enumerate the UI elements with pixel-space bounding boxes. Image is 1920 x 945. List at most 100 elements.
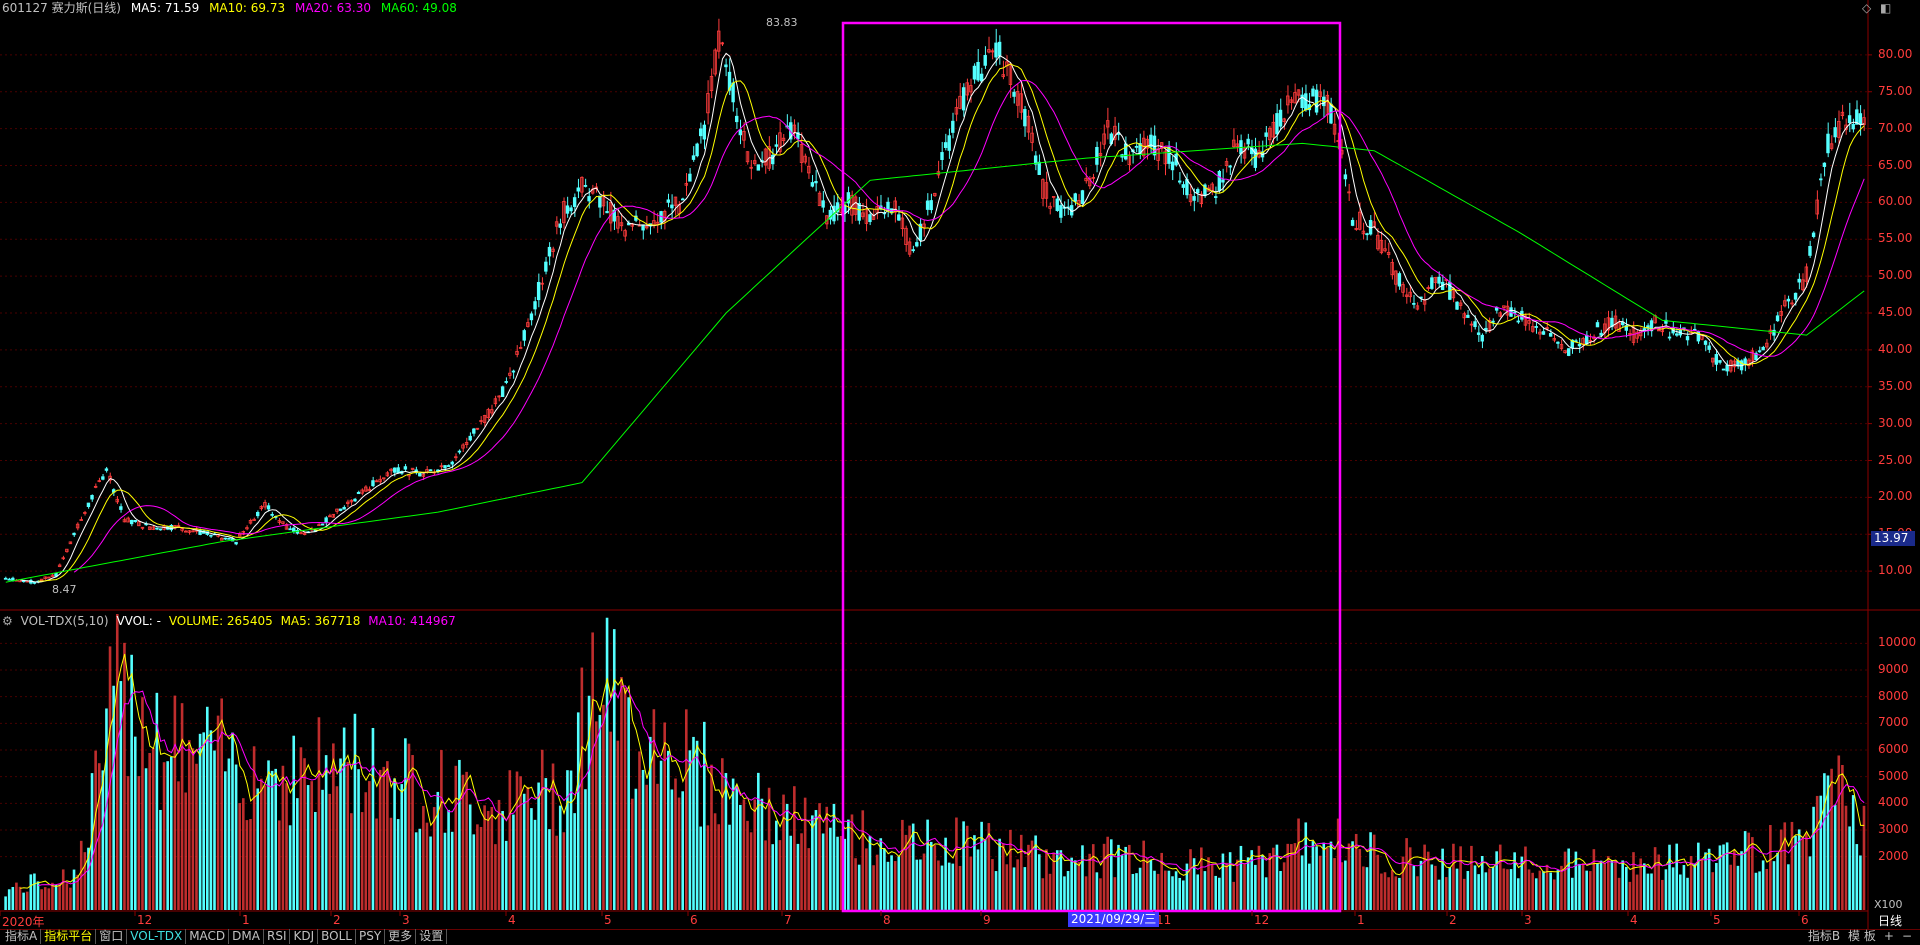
candle-body — [428, 469, 433, 472]
candle-body — [940, 152, 944, 160]
candle-body — [360, 489, 364, 494]
volume-bar — [886, 861, 890, 910]
tab-8[interactable]: BOLL — [318, 929, 356, 944]
right-tab-2[interactable]: + — [1883, 929, 1894, 943]
candle-body — [1350, 219, 1355, 226]
candle-body — [446, 465, 451, 467]
tab-0[interactable]: 指标A — [2, 929, 42, 944]
tab-1[interactable]: 指标平台 — [41, 929, 97, 944]
volume-bar — [1246, 857, 1250, 910]
candle-body — [1383, 248, 1387, 252]
tab-6[interactable]: RSI — [264, 929, 291, 944]
candle-body — [1041, 179, 1045, 199]
candle-body — [979, 73, 984, 82]
candle-body — [1087, 178, 1092, 187]
tab-4[interactable]: MACD — [186, 929, 230, 944]
month-label: 7 — [784, 913, 792, 927]
candle-body — [209, 534, 213, 537]
volume-bar — [90, 773, 94, 910]
gear-icon[interactable]: ⚙ — [2, 614, 13, 628]
tab-7[interactable]: KDJ — [290, 929, 319, 944]
diamond-icon[interactable]: ◇ — [1862, 1, 1872, 15]
candle-body — [1804, 266, 1809, 282]
candle-body — [263, 502, 267, 508]
volume-bar — [15, 882, 18, 910]
volume-bar — [965, 825, 969, 910]
candle-body — [1588, 339, 1592, 342]
right-tab-3[interactable]: − — [1901, 929, 1912, 943]
volume-bar — [1027, 844, 1030, 910]
volume-axis-label: 5000 — [1878, 768, 1909, 783]
price-panel-header: 601127 赛力斯(日线) MA5: 71.59 MA10: 69.73 MA… — [2, 0, 463, 16]
volume-bar — [1578, 863, 1581, 910]
volume-bar — [692, 736, 695, 910]
tab-9[interactable]: PSY — [356, 929, 386, 944]
candle-body — [1437, 276, 1441, 284]
volume-bar — [216, 715, 220, 910]
right-tab-1[interactable]: 模 板 — [1848, 929, 1876, 943]
volume-bar — [72, 869, 76, 910]
period-label[interactable]: 日线 — [1878, 914, 1903, 928]
volume-bar — [414, 832, 418, 910]
candle-body — [1476, 332, 1481, 335]
tab-3[interactable]: VOL-TDX — [127, 929, 187, 944]
month-label: 5 — [1713, 913, 1721, 927]
tab-10[interactable]: 更多 — [385, 929, 417, 944]
tab-5[interactable]: DMA — [229, 929, 264, 944]
candle-body — [482, 415, 487, 423]
candle-body — [1152, 135, 1157, 156]
volume-bar — [699, 826, 703, 910]
candle-body — [1188, 194, 1193, 203]
candle-body — [461, 444, 465, 449]
candle-body — [580, 176, 584, 193]
volume-bar — [288, 825, 292, 910]
candle-body — [810, 182, 815, 187]
right-tab-0[interactable]: 指标B — [1807, 929, 1841, 943]
tab-11[interactable]: 设置 — [416, 929, 448, 944]
candle-body — [828, 209, 833, 220]
candle-body — [75, 523, 80, 529]
volume-bar — [7, 889, 11, 910]
volume-bar — [1531, 872, 1534, 910]
volume-bar — [476, 824, 479, 910]
volume-bar — [1477, 874, 1480, 910]
candle-body — [1365, 233, 1369, 236]
candle-body — [1354, 228, 1358, 230]
volume-bar — [1336, 818, 1340, 910]
candle-body — [364, 486, 368, 492]
volume-bar — [382, 766, 386, 910]
candle-body — [983, 55, 987, 66]
volume-axis-label: 3000 — [1878, 822, 1909, 836]
volume-bar — [623, 687, 627, 910]
month-label: 4 — [1630, 913, 1638, 927]
volume-bar — [526, 786, 530, 910]
volume-bar — [36, 881, 40, 910]
price-axis-label: 65.00 — [1878, 157, 1913, 172]
volume-bar — [663, 722, 666, 910]
candle-body — [540, 282, 544, 285]
window-toggle-icon[interactable]: ◧ — [1880, 1, 1892, 15]
candle-body — [825, 215, 829, 225]
volume-bar — [1232, 881, 1236, 910]
candle-body — [83, 512, 87, 514]
volume-bar — [1488, 868, 1491, 910]
volume-ma5-line — [20, 653, 1865, 889]
candle-body — [7, 578, 11, 581]
volume-bar — [728, 824, 731, 910]
tab-2[interactable]: 窗口 — [96, 929, 128, 944]
candle-body — [1426, 287, 1430, 290]
volume-bar — [1127, 844, 1131, 910]
volume-bar — [706, 825, 710, 910]
volume-bar — [1448, 867, 1452, 910]
candle-body — [850, 194, 854, 216]
volume-bar — [263, 785, 267, 910]
volume-bar — [1855, 844, 1859, 910]
volume-bar — [151, 748, 155, 910]
volume-bar — [544, 778, 548, 910]
volume-bar — [360, 812, 364, 910]
volume-bar — [1344, 860, 1347, 910]
volume-bar — [1754, 872, 1758, 910]
volume-bar — [1117, 844, 1120, 910]
volume-bar — [749, 832, 753, 910]
